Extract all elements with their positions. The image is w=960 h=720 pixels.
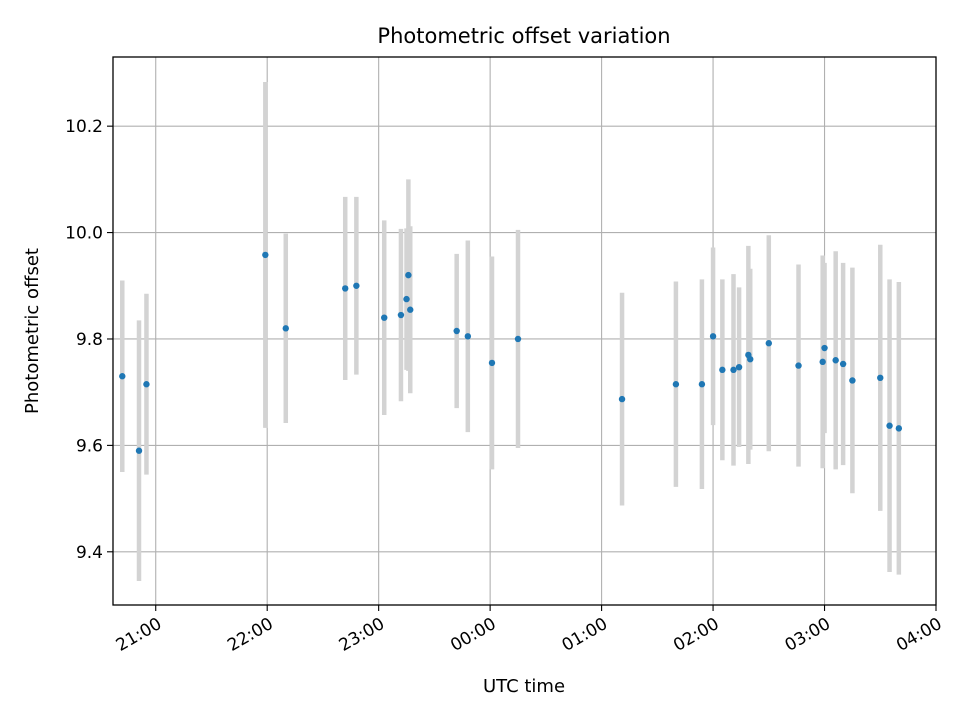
data-point xyxy=(719,366,726,374)
data-point xyxy=(819,358,826,366)
data-point xyxy=(381,314,388,321)
data-point xyxy=(135,447,143,454)
errorbar-layer xyxy=(120,82,902,582)
data-point xyxy=(262,251,269,259)
data-point xyxy=(453,327,460,335)
data-point xyxy=(877,374,884,382)
data-point xyxy=(709,333,717,340)
chart-title: Photometric offset variation xyxy=(377,24,670,48)
data-point xyxy=(832,357,839,364)
data-point xyxy=(821,344,828,352)
grid xyxy=(113,57,936,605)
data-point xyxy=(618,395,626,403)
y-axis-label: Photometric offset xyxy=(22,248,43,414)
x-tick-label: 00:00 xyxy=(447,614,499,656)
data-point xyxy=(839,360,847,368)
x-tick-label: 23:00 xyxy=(336,614,388,656)
x-tick-label: 02:00 xyxy=(670,614,722,656)
data-point xyxy=(282,325,289,332)
data-point xyxy=(397,311,405,319)
data-point xyxy=(488,359,496,367)
plot-frame xyxy=(112,56,937,606)
marker-layer xyxy=(119,251,903,454)
x-tick-label: 01:00 xyxy=(559,614,611,656)
data-point xyxy=(464,333,472,340)
y-tick-label: 10.2 xyxy=(65,117,103,137)
data-point xyxy=(407,306,414,313)
data-point xyxy=(730,366,737,374)
data-point xyxy=(514,335,522,343)
data-point xyxy=(405,271,412,279)
data-point xyxy=(342,285,349,292)
x-tick-label: 22:00 xyxy=(224,614,276,656)
data-point xyxy=(698,381,706,388)
data-point xyxy=(119,373,126,380)
data-point xyxy=(353,282,360,289)
x-axis: 21:00 22:00 23:00 00:00 01:00 02:00 03:00 04:00 xyxy=(113,605,946,656)
y-tick-label: 9.4 xyxy=(76,543,103,563)
x-tick-label: 04:00 xyxy=(893,614,945,656)
data-point xyxy=(765,340,772,347)
data-point xyxy=(735,363,743,371)
data-point xyxy=(143,381,150,388)
y-axis: 9.4 9.6 9.8 10.0 10.2 xyxy=(65,117,113,563)
y-tick-label: 10.0 xyxy=(65,224,103,244)
data-point xyxy=(795,362,802,369)
x-tick-label: 21:00 xyxy=(113,614,165,656)
data-point xyxy=(886,422,893,429)
data-point xyxy=(747,355,754,363)
x-tick-label: 03:00 xyxy=(782,614,834,656)
y-tick-label: 9.8 xyxy=(76,330,103,350)
data-point xyxy=(895,425,903,432)
data-point xyxy=(672,381,680,388)
x-axis-label: UTC time xyxy=(483,676,565,697)
data-point xyxy=(403,295,410,303)
data-point xyxy=(849,377,856,384)
y-tick-label: 9.6 xyxy=(76,436,103,456)
